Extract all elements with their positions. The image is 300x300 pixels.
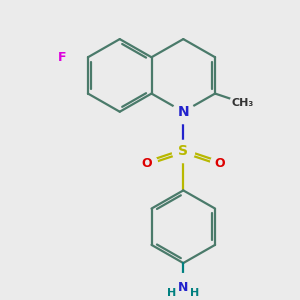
Text: O: O (142, 157, 152, 170)
Text: S: S (178, 144, 188, 158)
Text: H: H (190, 288, 200, 298)
Text: N: N (178, 105, 189, 119)
Text: F: F (58, 51, 67, 64)
Text: CH₃: CH₃ (231, 98, 254, 108)
Text: O: O (214, 157, 225, 170)
Text: N: N (178, 281, 188, 294)
Text: H: H (167, 288, 176, 298)
